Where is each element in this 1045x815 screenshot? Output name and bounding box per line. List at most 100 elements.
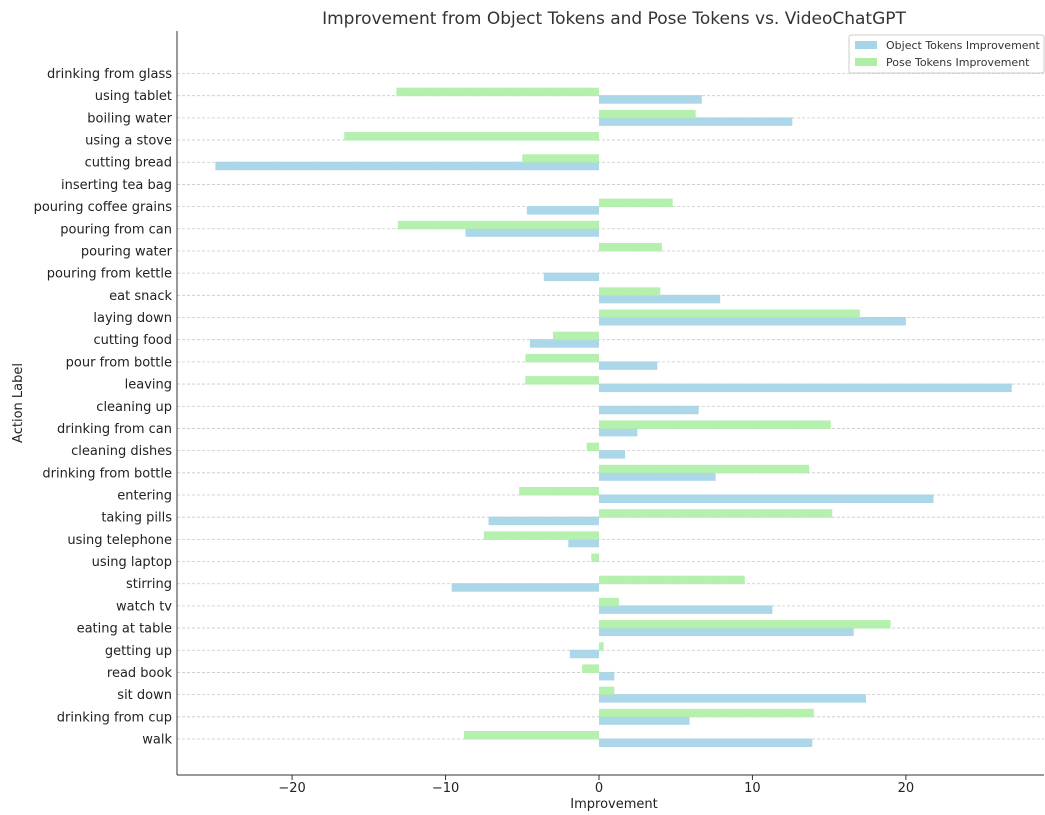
bar-object-tokens: [598, 317, 906, 326]
x-tick-label: −10: [432, 781, 459, 796]
bar-object-tokens: [598, 738, 813, 747]
bar-object-tokens: [598, 694, 866, 703]
x-ticks: −20 −10 0 10 20: [278, 775, 914, 796]
bar-pose-tokens: [525, 376, 599, 385]
bar-object-tokens: [568, 538, 599, 548]
bar-object-tokens: [598, 671, 615, 681]
bar-object-tokens: [598, 472, 716, 481]
bar-object-tokens: [598, 361, 658, 370]
bar-object-tokens: [598, 427, 638, 437]
y-tick-label: using a stove: [85, 134, 172, 149]
x-tick-label: 0: [595, 781, 603, 796]
bar-object-tokens: [598, 627, 854, 637]
y-tick-label: drinking from glass: [47, 67, 172, 82]
y-tick-label: getting up: [105, 644, 172, 659]
y-tick-label: leaving: [125, 378, 172, 393]
bar-pose-tokens: [598, 642, 604, 651]
bar-pose-tokens: [598, 287, 661, 296]
y-tick-label: walk: [142, 733, 172, 748]
bar-object-tokens: [543, 272, 599, 282]
bar-object-tokens: [598, 383, 1012, 393]
bar-object-tokens: [598, 294, 721, 304]
bar-pose-tokens: [598, 109, 696, 119]
y-tick-label: cleaning up: [96, 400, 172, 415]
y-tick-label: stirring: [126, 577, 172, 592]
y-tick-label: entering: [117, 488, 172, 503]
legend-box: [848, 34, 1045, 74]
y-tick-label: laying down: [93, 311, 172, 326]
y-tick-label: eat snack: [109, 289, 172, 304]
y-tick-label: inserting tea bag: [61, 178, 172, 193]
y-tick-label: watch tv: [116, 599, 172, 614]
bar-object-tokens: [598, 716, 690, 725]
y-tick-label: drinking from bottle: [42, 466, 172, 481]
bar-pose-tokens: [598, 242, 662, 252]
y-tick-label: sit down: [117, 688, 172, 703]
bar-object-tokens: [598, 117, 793, 126]
y-tick-label: cleaning dishes: [71, 444, 172, 459]
bar-object-tokens: [451, 583, 599, 592]
bar-object-tokens: [488, 516, 599, 526]
x-tick-label: 20: [898, 781, 915, 796]
axes: [176, 31, 1044, 776]
y-tick-label: cutting bread: [85, 156, 172, 171]
bar-pose-tokens: [598, 464, 810, 474]
bar-pose-tokens: [598, 309, 860, 319]
y-tick-label: read book: [107, 666, 173, 681]
x-tick-label: 10: [744, 781, 761, 796]
bar-pose-tokens: [582, 664, 599, 673]
x-tick-label: −20: [278, 781, 305, 796]
y-tick-label: drinking from cup: [57, 710, 172, 725]
y-tick-label: using laptop: [92, 555, 172, 570]
bar-object-tokens: [529, 339, 599, 348]
y-tick-label: boiling water: [87, 111, 172, 126]
bar-pose-tokens: [344, 132, 599, 141]
bar-pose-tokens: [598, 620, 891, 629]
bar-pose-tokens: [586, 442, 599, 452]
legend-swatch-object: [855, 41, 877, 49]
bar-pose-tokens: [598, 509, 833, 518]
bars: [215, 87, 1012, 747]
legend: Object Tokens Improvement Pose Tokens Im…: [848, 34, 1045, 74]
legend-swatch-pose: [855, 58, 877, 66]
chart-title: Improvement from Object Tokens and Pose …: [322, 9, 906, 29]
y-tick-labels: walk drinking from cup sit down read book ge…: [34, 67, 173, 748]
bar-pose-tokens: [519, 486, 599, 496]
legend-label-object: Object Tokens Improvement: [886, 39, 1041, 52]
y-tick-label: drinking from can: [57, 422, 172, 437]
bar-pose-tokens: [483, 531, 599, 540]
bar-pose-tokens: [591, 553, 599, 563]
y-tick-label: pouring water: [81, 244, 173, 259]
y-tick-label: pour from bottle: [66, 355, 172, 370]
bar-pose-tokens: [552, 331, 599, 341]
legend-label-pose: Pose Tokens Improvement: [886, 56, 1030, 69]
bar-pose-tokens: [525, 353, 599, 363]
bar-pose-tokens: [396, 87, 599, 97]
bar-object-tokens: [569, 649, 599, 659]
bar-pose-tokens: [463, 731, 599, 740]
bar-object-tokens: [465, 228, 599, 237]
bar-pose-tokens: [598, 597, 619, 607]
y-tick-label: eating at table: [77, 622, 172, 637]
bar-pose-tokens: [598, 420, 831, 429]
bar-object-tokens: [215, 161, 599, 171]
bar-object-tokens: [598, 494, 934, 503]
bar-pose-tokens: [598, 708, 814, 718]
y-tick-label: cutting food: [93, 333, 172, 348]
bar-object-tokens: [598, 405, 699, 415]
x-axis-label: Improvement: [570, 797, 657, 812]
y-tick-label: taking pills: [101, 511, 172, 526]
y-tick-label: pouring from can: [60, 222, 172, 237]
y-tick-label: pouring coffee grains: [34, 200, 173, 215]
bar-object-tokens: [526, 206, 599, 215]
bar-object-tokens: [598, 605, 773, 614]
y-tick-label: using tablet: [95, 89, 172, 104]
y-axis-label: Action Label: [11, 363, 26, 443]
y-tick-label: pouring from kettle: [47, 267, 172, 282]
bar-pose-tokens: [598, 686, 615, 696]
bar-pose-tokens: [598, 198, 673, 208]
bar-pose-tokens: [598, 575, 745, 585]
y-tick-label: using telephone: [67, 533, 172, 548]
bar-object-tokens: [598, 450, 626, 459]
